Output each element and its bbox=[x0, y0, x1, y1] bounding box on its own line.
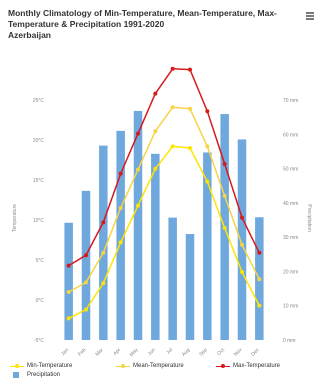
x-tick-label: Nov bbox=[233, 347, 244, 358]
mean-temperature-point[interactable] bbox=[101, 250, 106, 255]
x-tick-label: Feb bbox=[77, 347, 87, 357]
x-tick-label: Jun bbox=[147, 347, 157, 357]
min-temperature-point[interactable] bbox=[240, 270, 244, 274]
y-right-tick-label: 10 mm bbox=[283, 304, 298, 310]
min-temperature-point[interactable] bbox=[118, 240, 123, 245]
max-temperature-point[interactable] bbox=[101, 220, 106, 225]
x-tick-label: Sep bbox=[198, 347, 209, 358]
min-temperature-point[interactable] bbox=[66, 316, 71, 321]
y-left-tick-label: 0°C bbox=[36, 298, 45, 304]
mean-temperature-point[interactable] bbox=[222, 194, 227, 198]
x-tick-label: Dec bbox=[250, 347, 261, 358]
min-temperature-line bbox=[68, 145, 260, 320]
x-tick-label: May bbox=[128, 347, 139, 358]
x-tick-label: Jan bbox=[60, 347, 70, 357]
precipitation-bar[interactable] bbox=[64, 222, 73, 340]
legend-label-mean-temperature: Mean-Temperature bbox=[133, 363, 184, 369]
min-temperature-point[interactable] bbox=[188, 146, 192, 150]
min-temperature-point[interactable] bbox=[170, 144, 175, 149]
min-temperature-point[interactable] bbox=[136, 203, 140, 208]
min-temperature-point[interactable] bbox=[205, 179, 210, 184]
mean-temperature-point[interactable] bbox=[257, 277, 262, 282]
chart-title-block: Monthly Climatology of Min-Temperature, … bbox=[8, 8, 298, 41]
max-temperature-point[interactable] bbox=[257, 250, 262, 255]
max-temperature-line bbox=[68, 68, 260, 267]
min-temperature-point[interactable] bbox=[153, 166, 158, 171]
x-tick-label: Aug bbox=[181, 347, 192, 358]
precipitation-bar[interactable] bbox=[185, 234, 195, 340]
max-temperature-point[interactable] bbox=[240, 215, 244, 220]
max-temperature-point[interactable] bbox=[205, 109, 210, 114]
legend-swatch-min-temperature bbox=[10, 362, 24, 370]
legend-label-max-temperature: Max-Temperature bbox=[233, 363, 281, 369]
precipitation-bar[interactable] bbox=[151, 153, 160, 340]
mean-temperature-point[interactable] bbox=[188, 106, 192, 111]
y-right-tick-label: 20 mm bbox=[283, 269, 298, 275]
legend-swatch-max-temperature bbox=[216, 362, 230, 370]
mean-temperature-line bbox=[68, 106, 260, 293]
mean-temperature-point[interactable] bbox=[118, 206, 123, 210]
legend-label-min-temperature: Min-Temperature bbox=[27, 363, 73, 369]
legend-swatch-precipitation bbox=[10, 371, 24, 379]
max-temperature-point[interactable] bbox=[222, 162, 227, 166]
chart-menu-icon[interactable] bbox=[306, 12, 314, 20]
min-temperature-point[interactable] bbox=[84, 307, 88, 312]
max-temperature-point[interactable] bbox=[66, 263, 71, 268]
mean-temperature-point[interactable] bbox=[170, 105, 175, 110]
min-temperature-point[interactable] bbox=[101, 281, 106, 286]
max-temperature-point[interactable] bbox=[118, 171, 123, 176]
max-temperature-point[interactable] bbox=[153, 91, 158, 96]
x-tick-label: Jul bbox=[165, 347, 174, 356]
mean-temperature-point[interactable] bbox=[240, 242, 244, 247]
chart-subtitle: Azerbaijan bbox=[8, 30, 51, 40]
legend-swatch-mean-temperature bbox=[116, 362, 130, 370]
precipitation-bar[interactable] bbox=[116, 130, 125, 340]
precipitation-bar[interactable] bbox=[203, 152, 212, 340]
min-temperature-point[interactable] bbox=[222, 226, 227, 230]
mean-temperature-point[interactable] bbox=[84, 280, 88, 285]
precipitation-bar[interactable] bbox=[237, 139, 247, 340]
y-left-tick-label: -5°C bbox=[34, 338, 44, 344]
x-tick-label: Oct bbox=[216, 347, 226, 357]
x-tick-label: Mar bbox=[94, 347, 105, 358]
y-axis-left-title: Temperature bbox=[12, 204, 18, 232]
y-left-tick-label: 20°C bbox=[33, 138, 45, 144]
x-tick-label: Apr bbox=[112, 347, 122, 357]
y-right-tick-label: 30 mm bbox=[283, 235, 298, 241]
mean-temperature-point[interactable] bbox=[136, 167, 140, 172]
mean-temperature-point[interactable] bbox=[153, 129, 158, 134]
chart-title: Monthly Climatology of Min-Temperature, … bbox=[8, 8, 277, 29]
mean-temperature-point[interactable] bbox=[205, 144, 210, 149]
y-right-tick-label: 60 mm bbox=[283, 132, 298, 138]
max-temperature-point[interactable] bbox=[170, 66, 175, 71]
y-right-tick-label: 40 mm bbox=[283, 201, 298, 207]
max-temperature-point[interactable] bbox=[136, 131, 140, 136]
legend-label-precipitation: Precipitation bbox=[27, 372, 61, 378]
legend-item-min-temperature[interactable]: Min-Temperature bbox=[10, 362, 72, 370]
y-axis-right-title: Precipitation bbox=[306, 204, 312, 232]
y-right-tick-label: 0 mm bbox=[283, 338, 296, 344]
precipitation-bar[interactable] bbox=[168, 217, 177, 340]
legend-item-precipitation[interactable]: Precipitation bbox=[10, 371, 60, 379]
max-temperature-point[interactable] bbox=[84, 253, 88, 258]
y-left-tick-label: 5°C bbox=[36, 258, 45, 264]
min-temperature-point[interactable] bbox=[257, 303, 262, 308]
y-right-tick-label: 70 mm bbox=[283, 98, 298, 104]
y-right-tick-label: 50 mm bbox=[283, 167, 298, 173]
precipitation-bar[interactable] bbox=[133, 110, 143, 340]
precipitation-bar[interactable] bbox=[81, 190, 91, 340]
mean-temperature-point[interactable] bbox=[66, 290, 71, 294]
max-temperature-point[interactable] bbox=[188, 67, 192, 72]
y-left-tick-label: 15°C bbox=[33, 178, 45, 184]
legend-item-max-temperature[interactable]: Max-Temperature bbox=[216, 362, 280, 370]
y-left-tick-label: 10°C bbox=[33, 218, 45, 224]
legend-item-mean-temperature[interactable]: Mean-Temperature bbox=[116, 362, 184, 370]
precipitation-bar[interactable] bbox=[99, 145, 108, 340]
y-left-tick-label: 25°C bbox=[33, 98, 45, 104]
